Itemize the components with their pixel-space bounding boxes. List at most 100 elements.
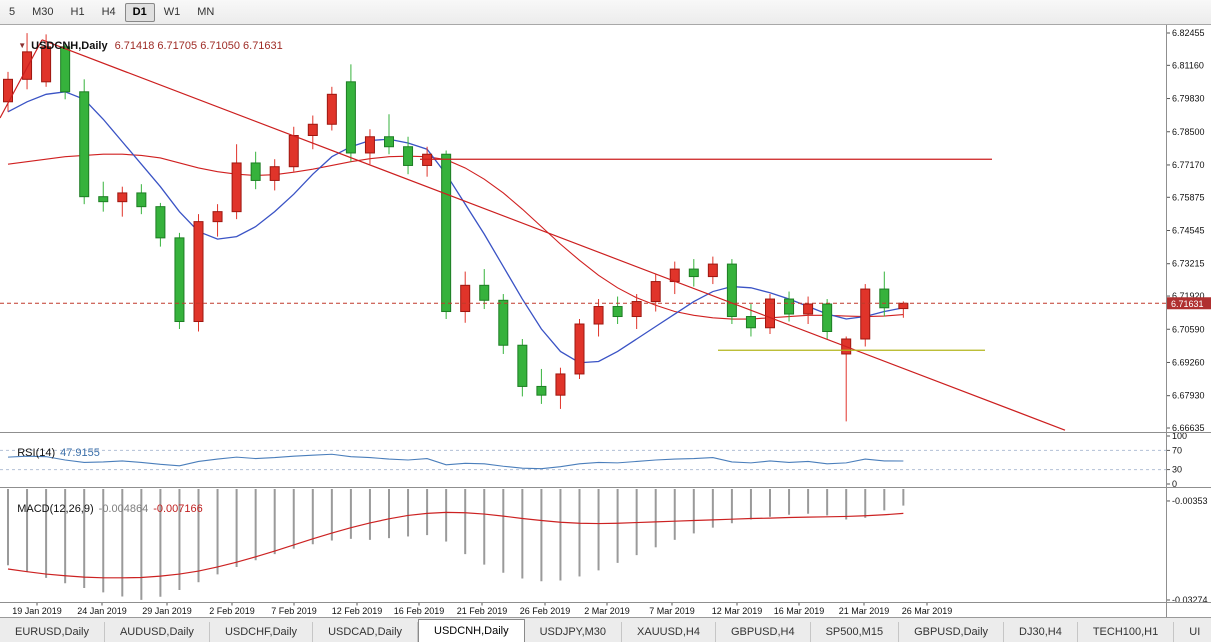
candle (765, 298, 775, 329)
candle (536, 385, 547, 396)
candle (593, 306, 604, 325)
candle (345, 81, 356, 154)
candle (136, 192, 147, 208)
svg-text:6.74545: 6.74545 (1172, 226, 1205, 236)
svg-text:6.75875: 6.75875 (1172, 192, 1205, 202)
timeframe-toolbar: 5 M30 H1 H4 D1 W1 MN (0, 0, 1211, 25)
candle (650, 281, 661, 303)
svg-text:6.67930: 6.67930 (1172, 391, 1205, 401)
chart-tab-xauusd-h4[interactable]: XAUUSD,H4 (622, 622, 716, 642)
svg-text:21 Mar 2019: 21 Mar 2019 (839, 606, 890, 616)
svg-text:7 Feb 2019: 7 Feb 2019 (271, 606, 317, 616)
candle (269, 166, 280, 181)
candle (41, 46, 52, 83)
svg-text:70: 70 (1172, 445, 1182, 455)
chart-tab-tech100-h1[interactable]: TECH100,H1 (1078, 622, 1175, 642)
svg-text:12 Feb 2019: 12 Feb 2019 (332, 606, 383, 616)
candle (79, 91, 90, 198)
chart-tab-gbpusd-h4[interactable]: GBPUSD,H4 (716, 622, 811, 642)
candle (822, 303, 833, 333)
candle (364, 136, 375, 154)
candle (745, 316, 756, 329)
candle (879, 288, 890, 309)
candle (441, 153, 452, 313)
candle (231, 162, 242, 213)
candle (631, 301, 642, 318)
candle (803, 303, 814, 315)
chart-tab-usdcad-daily[interactable]: USDCAD,Daily (313, 622, 419, 642)
svg-text:2 Feb 2019: 2 Feb 2019 (209, 606, 255, 616)
candle (98, 196, 109, 203)
chart-tabs-bar: EURUSD,Daily AUDUSD,Daily USDCHF,Daily USDC… (0, 617, 1211, 642)
chart-tab-sp500-m15[interactable]: SP500,M15 (811, 622, 900, 642)
svg-text:-0.03274: -0.03274 (1172, 595, 1208, 605)
chart-tab-audusd-daily[interactable]: AUDUSD,Daily (105, 622, 210, 642)
svg-text:6.82455: 6.82455 (1172, 28, 1205, 38)
svg-text:26 Feb 2019: 26 Feb 2019 (520, 606, 571, 616)
candle (117, 192, 128, 203)
timeframe-button-d1[interactable]: D1 (124, 2, 155, 22)
candle (307, 123, 318, 136)
candle (384, 136, 394, 148)
candle (403, 146, 414, 166)
svg-text:21 Feb 2019: 21 Feb 2019 (457, 606, 508, 616)
chart-tab-usdchf-daily[interactable]: USDCHF,Daily (210, 622, 314, 642)
candle (574, 323, 585, 375)
candle (688, 268, 699, 278)
main-price-panel (0, 33, 1166, 431)
candle (860, 288, 871, 340)
macd-panel (7, 489, 905, 600)
rsi-line (7, 453, 904, 470)
price-chart-canvas[interactable]: 6.82455 6.81160 6.79830 6.78500 6.77170 6.758… (0, 25, 1211, 617)
time-axis: 19 Jan 2019 24 Jan 2019 29 Jan 2019 2 Feb 2… (12, 602, 952, 616)
candle (784, 298, 795, 315)
timeframe-button-h4[interactable]: H4 (101, 5, 116, 18)
ascending-trendline (0, 39, 43, 119)
chart-tab-eurusd-daily[interactable]: EURUSD,Daily (0, 622, 105, 642)
svg-text:6.81160: 6.81160 (1172, 60, 1204, 70)
svg-text:16 Feb 2019: 16 Feb 2019 (394, 606, 445, 616)
timeframe-button-5[interactable]: 5 (9, 5, 16, 18)
timeframe-button-mn[interactable]: MN (197, 5, 215, 18)
svg-text:6.66635: 6.66635 (1172, 423, 1205, 433)
candle (422, 153, 433, 166)
timeframe-button-w1[interactable]: W1 (163, 5, 181, 18)
svg-text:6.69260: 6.69260 (1172, 357, 1205, 367)
candle (22, 51, 33, 80)
candle (3, 78, 13, 103)
rsi-panel (0, 449, 1166, 471)
candle (288, 134, 299, 168)
svg-text:7 Mar 2019: 7 Mar 2019 (649, 606, 695, 616)
candle (250, 162, 261, 181)
timeframe-button-h1[interactable]: H1 (70, 5, 85, 18)
svg-text:100: 100 (1172, 431, 1187, 441)
svg-text:2 Mar 2019: 2 Mar 2019 (584, 606, 630, 616)
svg-text:6.70590: 6.70590 (1172, 324, 1205, 334)
timeframe-button-m30[interactable]: M30 (32, 5, 54, 18)
candle (612, 306, 623, 318)
price-axis: 6.82455 6.81160 6.79830 6.78500 6.77170 6.758… (1166, 28, 1211, 605)
candle (60, 46, 71, 93)
chart-tab-usdjpy-m30[interactable]: USDJPY,M30 (525, 622, 623, 642)
chart-tab-dj30-h4[interactable]: DJ30,H4 (1004, 622, 1078, 642)
candle (555, 373, 566, 396)
svg-text:-0.00353: -0.00353 (1172, 496, 1208, 506)
chart-region: 6.82455 6.81160 6.79830 6.78500 6.77170 6.758… (0, 25, 1211, 617)
svg-text:6.77170: 6.77170 (1172, 160, 1205, 170)
chart-tab-ui[interactable]: UI (1174, 622, 1211, 642)
candle (707, 263, 718, 278)
svg-text:6.73215: 6.73215 (1172, 259, 1205, 269)
chart-tab-gbpusd-daily[interactable]: GBPUSD,Daily (899, 622, 1005, 642)
candle (498, 299, 509, 346)
svg-text:16 Mar 2019: 16 Mar 2019 (774, 606, 825, 616)
chart-tab-usdcnh-daily[interactable]: USDCNH,Daily (418, 619, 525, 642)
candle (517, 344, 528, 387)
svg-text:30: 30 (1172, 465, 1182, 475)
candle (326, 93, 337, 125)
candle (460, 284, 471, 313)
svg-text:6.78500: 6.78500 (1172, 127, 1205, 137)
svg-text:19 Jan 2019: 19 Jan 2019 (12, 606, 62, 616)
candle (155, 206, 166, 239)
descending-trendline (41, 39, 1066, 431)
candle (212, 211, 223, 223)
